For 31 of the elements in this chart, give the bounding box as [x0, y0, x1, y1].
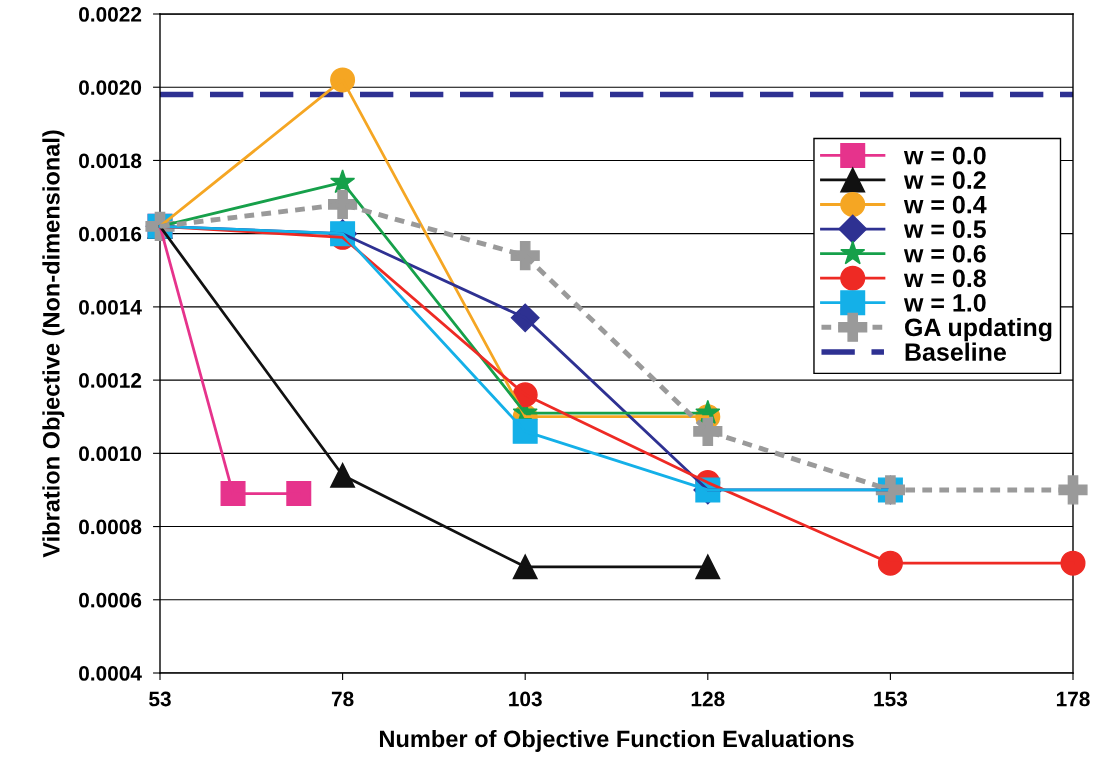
- y-tick-label: 0.0020: [79, 80, 142, 95]
- legend-label: GA updating: [905, 317, 1052, 342]
- x-tick-label: 78: [331, 691, 354, 707]
- y-axis-title: Vibration Objective (Non-dimensional): [42, 130, 65, 558]
- y-tick-label: 0.0006: [79, 592, 142, 608]
- x-tick-label: 178: [1056, 691, 1090, 707]
- legend-label: w = 1.0: [903, 294, 986, 312]
- x-tick-label: 128: [691, 691, 725, 707]
- y-tick-label: 0.0014: [79, 299, 142, 315]
- legend-label: w = 0.0: [903, 146, 986, 165]
- legend-label: w = 0.4: [903, 195, 987, 214]
- y-tick-label: 0.0010: [79, 446, 142, 462]
- x-tick-label: 53: [149, 691, 171, 707]
- legend-label: w = 0.6: [903, 244, 986, 263]
- y-tick-label: 0.0016: [79, 226, 142, 242]
- x-tick-label: 103: [509, 691, 542, 707]
- x-tick-label: 153: [874, 691, 908, 707]
- point: [1058, 475, 1088, 505]
- legend-label: Baseline: [905, 342, 1006, 361]
- y-tick-label: 0.0012: [79, 373, 142, 388]
- legend-label: w = 0.8: [903, 269, 986, 288]
- x-axis-title: Number of Objective Function Evaluations: [379, 729, 854, 752]
- y-tick-label: 0.0022: [79, 7, 142, 22]
- legend-label: w = 0.5: [903, 220, 986, 239]
- point: [1060, 550, 1086, 576]
- y-tick-label: 0.0018: [79, 153, 142, 169]
- point: [286, 481, 312, 507]
- y-tick-label: 0.0008: [79, 519, 142, 535]
- point: [695, 554, 721, 580]
- y-tick-label: 0.0004: [79, 666, 142, 681]
- legend-label: w = 0.2: [903, 171, 986, 189]
